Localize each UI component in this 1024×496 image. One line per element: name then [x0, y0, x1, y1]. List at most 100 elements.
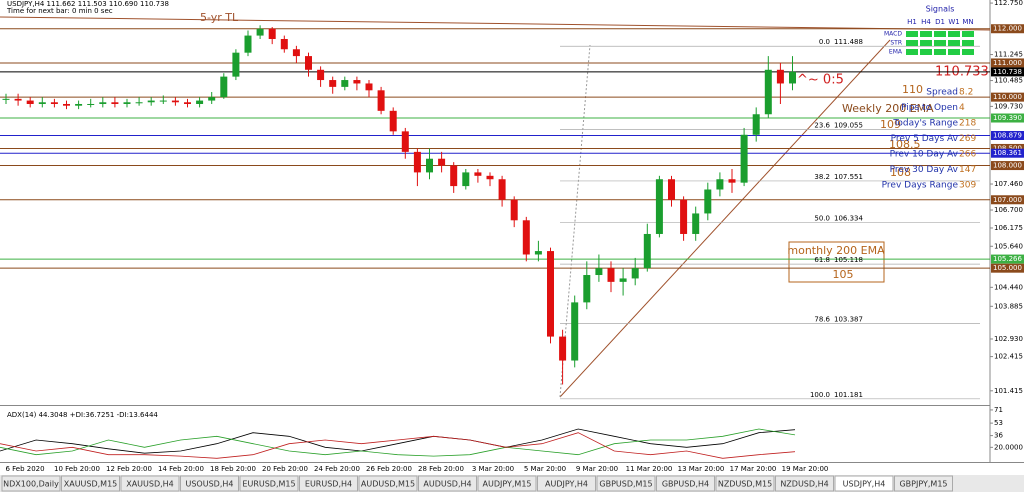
fib-ratio: 78.6 [814, 315, 830, 323]
tab-label[interactable]: GBPJPY,M15 [899, 480, 947, 489]
candle-body [317, 69, 325, 81]
candle-body [607, 268, 615, 282]
tab-label[interactable]: GBPUSD,M15 [599, 480, 652, 489]
tab[interactable] [656, 475, 715, 492]
candle-body [389, 110, 397, 132]
tab[interactable] [120, 475, 180, 492]
tab-label[interactable]: XAUUSD,M15 [64, 480, 118, 489]
tab[interactable] [299, 475, 358, 492]
level-badge [991, 92, 1024, 102]
annotation: monthly 200 EMA [787, 244, 885, 257]
candle-body [668, 179, 675, 200]
level-label: 109.390 [993, 114, 1022, 122]
tab[interactable] [358, 475, 418, 492]
y-tick-label: 106.700 [994, 206, 1023, 214]
candle-body [728, 179, 736, 183]
tab-label[interactable]: AUDUSD,M15 [361, 480, 415, 489]
candle-body [208, 97, 216, 101]
candle-body [147, 100, 155, 103]
candle-body [171, 100, 179, 103]
tab[interactable] [61, 475, 120, 492]
tab[interactable] [239, 475, 299, 492]
fib-ratio: 61.8 [814, 256, 830, 264]
signal-box [962, 49, 974, 55]
x-tick-label: 24 Feb 20:00 [314, 465, 360, 473]
candle-body [559, 336, 567, 361]
adx-line [0, 428, 796, 454]
level-label: 110.000 [993, 93, 1022, 101]
annotation: 105 [833, 268, 854, 281]
x-tick-label: 17 Mar 20:00 [730, 465, 777, 473]
y-tick-label: 105.640 [994, 242, 1023, 250]
tab-label[interactable]: NZDUSD,M15 [718, 480, 772, 489]
tab[interactable] [775, 475, 834, 492]
candle-body [413, 151, 421, 173]
x-tick-label: 11 Mar 20:00 [626, 465, 673, 473]
tab-label[interactable]: EURUSD,M15 [242, 480, 295, 489]
candle-body [571, 302, 579, 361]
candle-body [305, 56, 312, 70]
tab[interactable] [894, 475, 953, 492]
signal-box [934, 40, 946, 46]
candle-body [643, 233, 651, 269]
level-badge [991, 67, 1024, 77]
candle-body [680, 199, 688, 234]
tab-label[interactable]: NZDUSD,H4 [780, 480, 828, 489]
tab[interactable] [715, 475, 775, 492]
x-tick-label: 3 Mar 20:00 [472, 465, 514, 473]
signal-box [962, 40, 974, 46]
tab[interactable] [834, 475, 894, 492]
level-label: 107.000 [993, 196, 1022, 204]
signal-box [906, 40, 918, 46]
tab[interactable] [418, 475, 477, 492]
annotation: 108 [890, 166, 911, 179]
tab-label[interactable]: XAUUSD,H4 [126, 480, 174, 489]
tab[interactable] [477, 475, 537, 492]
tab-label[interactable]: USDJPY,H4 [843, 480, 886, 489]
timeframe-label: D1 [935, 18, 945, 26]
signal-box [962, 31, 974, 37]
signal-box [948, 49, 960, 55]
level-badge [991, 195, 1024, 205]
tab-label[interactable]: NDX100,Daily [3, 480, 59, 489]
level-badge [991, 143, 1024, 153]
candle-body [498, 179, 506, 200]
candle-body [196, 100, 204, 104]
tab-label[interactable]: USOUSD,H4 [186, 480, 234, 489]
adx-title: ADX(14) 44.3048 +DI:36.7251 -DI:13.6444 [7, 411, 158, 419]
x-tick-label: 20 Feb 20:00 [262, 465, 308, 473]
x-tick-label: 10 Feb 20:00 [54, 465, 100, 473]
candle-body [426, 158, 433, 173]
stat-value: 147 [959, 165, 976, 175]
annotation: 108.5 [889, 138, 921, 151]
signal-box [948, 31, 960, 37]
tab[interactable] [1, 475, 61, 492]
tab-label[interactable]: AUDJPY,H4 [545, 480, 588, 489]
y-tick-label: 102.930 [994, 335, 1023, 343]
tab[interactable] [180, 475, 239, 492]
candle-body [438, 158, 446, 166]
level-label: 112.000 [993, 25, 1022, 33]
adx-line [0, 432, 796, 459]
timeframe-label: H1 [907, 18, 917, 26]
tab-label[interactable]: GBPUSD,H4 [662, 480, 709, 489]
indicator-label: STR [890, 40, 902, 47]
signal-box [920, 31, 932, 37]
y-tick-label: 101.415 [994, 387, 1023, 395]
indicator-label: EMA [889, 49, 903, 56]
candle-body [631, 268, 639, 279]
y-tick-label: 103.885 [994, 302, 1023, 310]
level-label: 111.000 [993, 59, 1022, 67]
fib-price: 111.488 [834, 38, 863, 46]
tab-label[interactable]: EURUSD,H4 [305, 480, 352, 489]
indicator-label: MACD [884, 31, 902, 38]
tab-label[interactable]: AUDJPY,M15 [482, 480, 531, 489]
candle-body [220, 76, 228, 98]
tab-label[interactable]: AUDUSD,H4 [423, 480, 471, 489]
tab[interactable] [596, 475, 656, 492]
fib-ratio: 50.0 [814, 215, 830, 223]
tab[interactable] [537, 475, 596, 492]
y-tick-label: 112.750 [994, 0, 1023, 7]
